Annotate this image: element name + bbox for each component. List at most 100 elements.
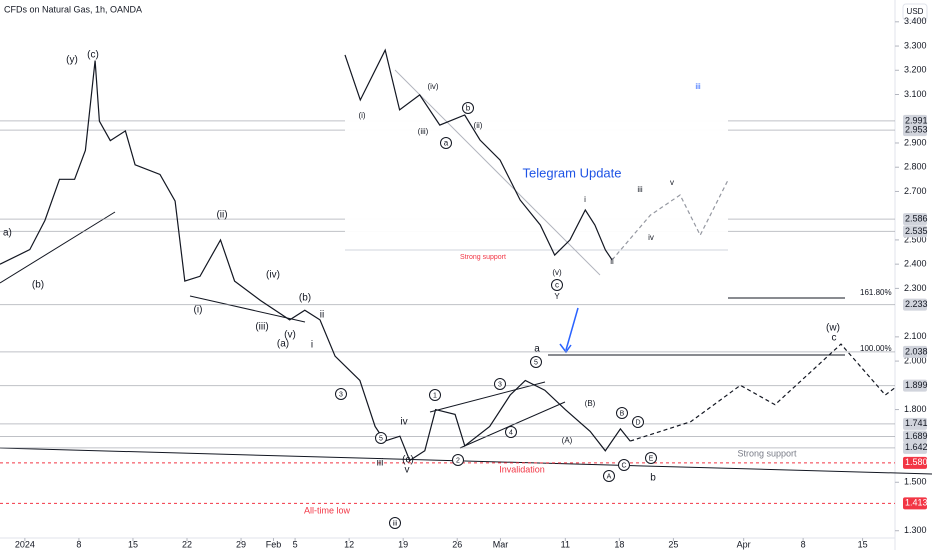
x-tick-label: Mar (493, 539, 509, 549)
y-tick-label: 3.300 (904, 40, 927, 50)
wave-label: iii (377, 458, 384, 469)
level-label: 2.586 (905, 213, 928, 223)
level-label: 1.689 (905, 431, 928, 441)
level-tag (903, 114, 927, 127)
wave-label: (c) (87, 50, 99, 61)
level-label: 2.953 (905, 125, 928, 135)
wave-label: E (649, 455, 654, 462)
wave-label: c (832, 333, 837, 344)
wave-label: i (311, 340, 313, 351)
level-label: 2.038 (905, 346, 928, 356)
wave-circle (494, 378, 506, 390)
wave-label: a (534, 344, 540, 355)
level-tag (903, 497, 927, 510)
wave-circle (440, 137, 452, 149)
wave-label: 100.00% (860, 344, 892, 353)
wave-label: (i) (358, 111, 365, 120)
wave-circle (530, 356, 542, 368)
level-tag (903, 225, 927, 238)
x-tick-label: 26 (452, 539, 462, 549)
wave-label: (iv) (266, 270, 280, 281)
wave-label: ii (320, 310, 324, 321)
wave-label: 1 (433, 392, 437, 399)
x-tick-label: 15 (858, 539, 868, 549)
level-label: 2.233 (905, 299, 928, 309)
trendline (429, 381, 546, 413)
level-label: 1.899 (905, 380, 928, 390)
inset-panel (345, 45, 728, 265)
wave-circle (452, 454, 464, 466)
wave-circle (429, 389, 441, 401)
level-label: 1.413 (905, 498, 928, 508)
price-line (630, 343, 896, 442)
wave-label: 3 (498, 381, 502, 388)
wave-label: D (635, 419, 640, 426)
level-label: 1.642 (905, 442, 928, 452)
y-tick-label: 2.900 (904, 137, 927, 147)
wave-label: Strong support (737, 448, 797, 458)
x-tick-label: 25 (668, 539, 678, 549)
currency: USD (907, 7, 924, 16)
level-tag (903, 417, 927, 430)
wave-label: 2 (456, 457, 460, 464)
wave-circle (375, 432, 387, 444)
wave-label: (iii) (418, 127, 429, 136)
trendline (459, 401, 566, 449)
y-tick-label: 2.300 (904, 283, 927, 293)
wave-label: 5 (534, 359, 538, 366)
currency-box (902, 3, 928, 21)
wave-label: a) (3, 228, 12, 239)
y-tick-label: 2.800 (904, 162, 927, 172)
wave-label: b (466, 104, 471, 113)
wave-label: 4 (509, 429, 513, 436)
wave-label: (iv) (427, 82, 438, 91)
wave-label: v (670, 178, 674, 187)
level-tag (903, 345, 927, 358)
y-tick-label: 3.400 (904, 16, 927, 26)
x-tick-label: 19 (398, 539, 408, 549)
price-line (0, 60, 631, 462)
wave-label: iv (648, 233, 654, 242)
wave-label: Strong support (460, 254, 506, 261)
inset-trend (394, 69, 601, 276)
level-tag (903, 213, 927, 226)
wave-circle (603, 470, 615, 482)
arrow (565, 307, 579, 351)
wave-label: i (584, 195, 586, 204)
level-label: 1.741 (905, 418, 928, 428)
wave-label: a (444, 139, 449, 148)
wave-circle (618, 459, 630, 471)
support-trendline (0, 447, 932, 475)
x-tick-label: 8 (801, 539, 806, 549)
wave-circle (462, 102, 474, 114)
x-tick-label: 12 (344, 539, 354, 549)
inset-title: Telegram Update (523, 165, 622, 180)
x-tick-label: Apr (737, 539, 751, 549)
level-label: 1.580 (905, 457, 928, 467)
y-tick-label: 3.100 (904, 89, 927, 99)
x-tick-label: 2024 (15, 539, 35, 549)
level-tag (903, 441, 927, 454)
x-tick-label: 18 (614, 539, 624, 549)
wave-circle (505, 426, 517, 438)
y-tick-label: 1.500 (904, 477, 927, 487)
wave-circle (645, 452, 657, 464)
wave-circle (632, 416, 644, 428)
wave-label: B (620, 410, 625, 417)
wave-label: (a) (277, 339, 289, 350)
wave-label: 161.80% (860, 288, 892, 297)
wave-label: Y (554, 292, 560, 301)
x-tick-label: 15 (128, 539, 138, 549)
wave-label: (A) (562, 436, 573, 445)
y-tick-label: 2.100 (904, 331, 927, 341)
wave-circle (335, 388, 347, 400)
wave-label: 3 (339, 391, 343, 398)
wave-label: C (621, 462, 626, 469)
x-tick-label: 8 (76, 539, 81, 549)
y-tick-label: 2.000 (904, 355, 927, 365)
wave-label: v (405, 465, 410, 476)
wave-label: (b) (299, 293, 311, 304)
wave-label: Invalidation (499, 464, 545, 474)
wave-circle (551, 279, 563, 291)
